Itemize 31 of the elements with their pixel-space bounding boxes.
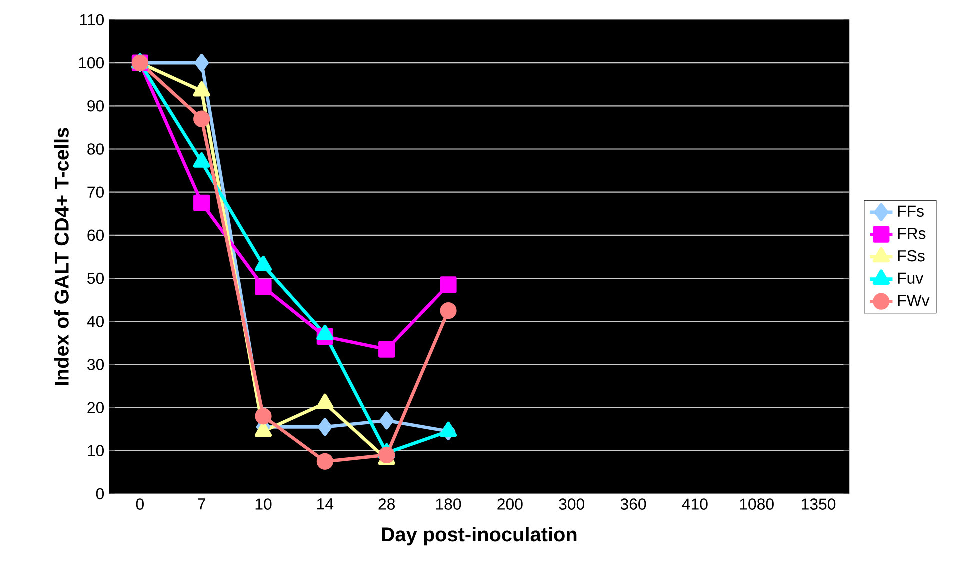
x-tick-label: 360 [620,498,646,510]
legend-label: FSs [898,250,925,262]
legend-label: FFs [898,206,924,217]
y-tick-label: 50 [88,272,104,284]
x-tick-label: 300 [559,498,585,510]
x-tick-label: 200 [498,498,523,510]
x-tick-label: 10 [256,498,272,510]
x-tick-label: 14 [318,498,334,510]
legend-label: FRs [898,228,926,240]
x-tick-label: 1080 [740,498,774,510]
x-tick-label: 180 [436,498,462,510]
legend-label: Fuv [898,272,924,284]
y-tick-label: 60 [88,230,104,242]
y-tick-label: 20 [88,402,104,414]
x-axis-title: Day post-inoculation [382,527,577,546]
y-tick-label: 30 [88,359,104,370]
y-tick-label: 90 [88,100,104,112]
y-tick-label: 40 [87,316,104,328]
legend-label: FWv [898,295,930,306]
x-tick-label: 28 [378,498,396,510]
x-tick-label: 0 [136,498,144,510]
x-tick-label: 7 [198,498,206,510]
y-tick-label: 110 [80,14,104,26]
y-tick-label: 80 [88,144,104,155]
y-tick-label: 0 [96,488,104,500]
x-tick-label: 1350 [802,498,836,510]
x-tick-label: 410 [682,498,708,510]
y-tick-label: 10 [88,445,104,457]
y-tick-label: 70 [88,186,104,198]
y-tick-label: 100 [79,57,104,69]
y-axis-title: Index of GALT CD4+ T-cells [54,128,69,386]
